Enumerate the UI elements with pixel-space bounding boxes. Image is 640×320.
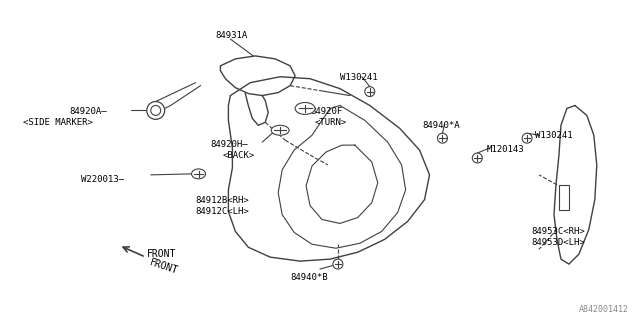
Text: 84920A—: 84920A— [69, 108, 107, 116]
Text: 84931A: 84931A [216, 31, 248, 40]
Text: <BACK>: <BACK> [223, 151, 255, 160]
Ellipse shape [271, 125, 289, 135]
Text: W220013—: W220013— [81, 175, 124, 184]
Text: 84940*A: 84940*A [422, 121, 460, 130]
Text: 84940*B: 84940*B [290, 273, 328, 282]
Text: 84920F: 84920F [310, 108, 342, 116]
Text: 84953C<RH>: 84953C<RH> [531, 228, 585, 236]
Circle shape [472, 153, 483, 163]
Text: <SIDE MARKER>: <SIDE MARKER> [23, 118, 93, 127]
Circle shape [147, 101, 164, 119]
Ellipse shape [295, 102, 315, 114]
Text: FRONT: FRONT [148, 257, 180, 276]
Text: 84920H—: 84920H— [211, 140, 248, 149]
Text: W130241: W130241 [340, 73, 378, 82]
Text: A842001412: A842001412 [579, 305, 628, 314]
Circle shape [438, 133, 447, 143]
Text: FRONT: FRONT [147, 249, 176, 259]
Text: <TURN>: <TURN> [315, 118, 348, 127]
Circle shape [365, 87, 375, 97]
Circle shape [522, 133, 532, 143]
Text: 84953D<LH>: 84953D<LH> [531, 238, 585, 247]
Text: W130241: W130241 [535, 131, 573, 140]
Circle shape [151, 106, 161, 116]
Text: 84912C<LH>: 84912C<LH> [196, 207, 250, 216]
Circle shape [333, 259, 343, 269]
Ellipse shape [191, 169, 205, 179]
Text: M120143: M120143 [486, 145, 524, 154]
Text: 84912B<RH>: 84912B<RH> [196, 196, 250, 205]
